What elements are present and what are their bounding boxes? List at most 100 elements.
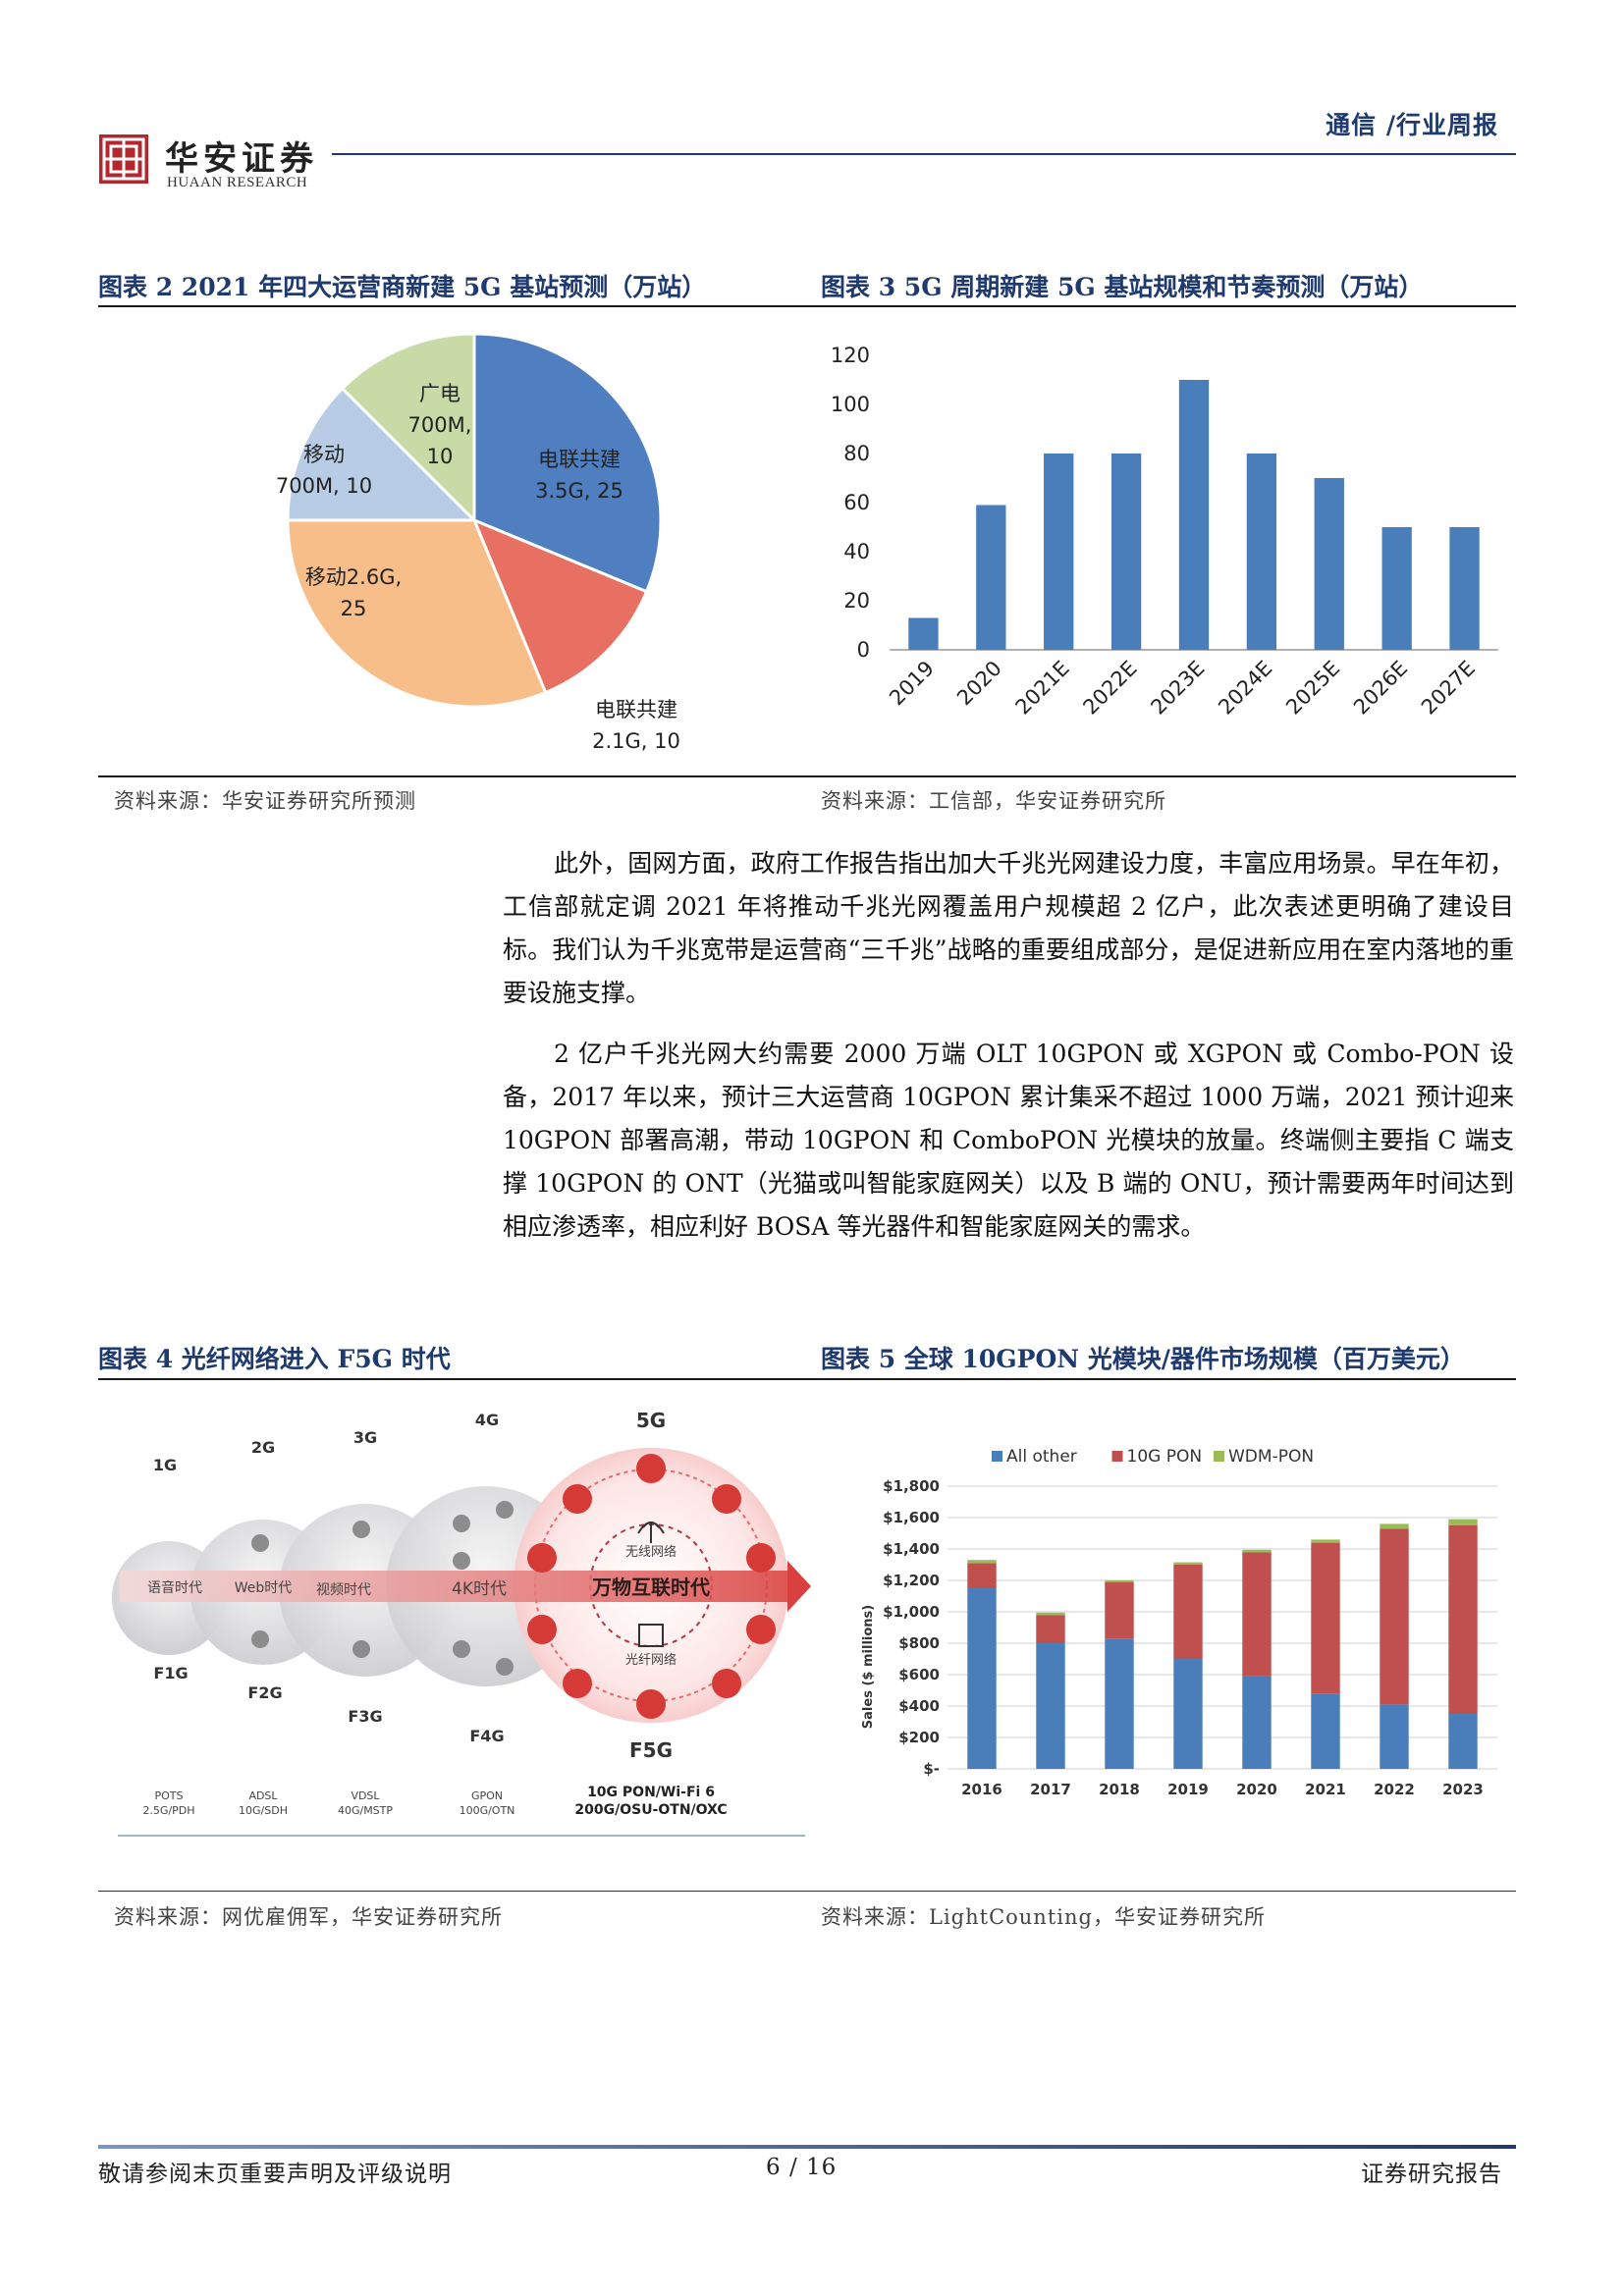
pie-slice — [472, 332, 663, 594]
stacked-bar-segment — [1105, 1580, 1134, 1582]
app-icon — [527, 1615, 557, 1644]
footer-disclaimer: 敬请参阅末页重要声明及评级说明 — [98, 2162, 452, 2187]
era-web: Web时代 — [235, 1580, 293, 1596]
footer-report-type: 证券研究报告 — [1361, 2162, 1502, 2187]
x-tick-label: 2019 — [885, 657, 939, 711]
y-tick-label: 20 — [843, 589, 870, 613]
stacked-bar-segment — [1311, 1542, 1340, 1694]
fig3-source: 资料来源：工信部，华安证券研究所 — [821, 789, 1166, 813]
app-icon — [712, 1484, 741, 1514]
pie-slice-label: 700M, 10 — [276, 474, 372, 498]
tech3-line2: 40G/MSTP — [338, 1804, 393, 1817]
pie-slice-label: 电联共建 — [595, 698, 677, 721]
stacked-bar-segment — [1311, 1539, 1340, 1543]
fig4-f5g-diagram: 1G 2G 3G 4G 5G F1G F2G F3G F4G F5G 语音时代 … — [112, 1409, 811, 1837]
bar — [1178, 380, 1210, 650]
stacked-bar-segment — [1173, 1565, 1203, 1659]
stacked-bar-segment — [1242, 1549, 1272, 1553]
y-tick-label: $1,200 — [883, 1572, 940, 1589]
stacked-bar-segment — [1448, 1519, 1478, 1525]
pie-slice-label: 3.5G, 25 — [535, 479, 623, 503]
y-tick-label: $1,800 — [883, 1477, 940, 1495]
pie-slice-label: 电联共建 — [538, 448, 621, 471]
tech2-line2: 10G/SDH — [239, 1804, 288, 1817]
paragraph-2: 2 亿户千兆光网大约需要 2000 万端 OLT 10GPON 或 XGPON … — [503, 1040, 1514, 1241]
fig-row2-bottom-rule — [98, 1891, 1516, 1892]
y-tick-label: $200 — [898, 1729, 940, 1746]
app-icon — [636, 1454, 666, 1483]
gen4-bottom: F4G — [469, 1727, 504, 1745]
phone-icon — [496, 1501, 514, 1519]
x-tick-label: 2017 — [1030, 1781, 1071, 1798]
footer-divider — [98, 2145, 1516, 2149]
brand-name-cn: 华安证券 — [165, 139, 318, 179]
x-tick-label: 2021 — [1305, 1781, 1346, 1798]
fig5-source: 资料来源：LightCounting，华安证券研究所 — [821, 1905, 1266, 1929]
gen4-top: 4G — [475, 1411, 499, 1429]
fig5-stacked-bar-chart: All other 10G PON WDM-PON $- $200 $400 $600 $8… — [861, 1447, 1497, 1798]
stacked-bar-segment — [1311, 1693, 1340, 1769]
gen-icons — [251, 1501, 514, 1676]
tech1-line2: 2.5G/PDH — [142, 1804, 194, 1817]
x-tick-label: 2021E — [1011, 657, 1074, 720]
gen5-bottom: F5G — [629, 1738, 673, 1762]
stacked-bar-segment — [1380, 1528, 1409, 1705]
tech3-line1: VDSL — [351, 1789, 380, 1802]
y-tick-label: $- — [923, 1760, 940, 1778]
x-tick-label: 2025E — [1281, 657, 1344, 720]
bar — [1449, 527, 1480, 650]
pie-slice-label: 25 — [341, 597, 367, 620]
game-icon — [453, 1640, 470, 1658]
pie-slice-label: 700M, — [408, 413, 472, 437]
stacked-bar-segment — [1173, 1659, 1203, 1769]
company-logo-icon — [99, 134, 148, 184]
stacked-bar-segment — [1242, 1676, 1272, 1769]
tablet-icon — [352, 1640, 370, 1658]
stacked-bar-segment — [967, 1563, 997, 1588]
phone-icon — [251, 1630, 269, 1648]
stacked-bar-segment — [1036, 1612, 1065, 1616]
pie-slice-label: 2.1G, 10 — [592, 729, 680, 753]
fig3-title: 图表 3 5G 周期新建 5G 基站规模和节奏预测（万站） — [821, 273, 1424, 301]
tech4-line2: 100G/OTN — [460, 1804, 515, 1817]
app-icon — [563, 1484, 592, 1514]
y-tick-label: $1,000 — [883, 1603, 940, 1621]
gen3-bottom: F3G — [348, 1707, 382, 1726]
body-text: 此外，固网方面，政府工作报告指出加大千兆光网建设力度，丰富应用场景。早在年初，工… — [503, 842, 1514, 1249]
y-tick-label: $1,600 — [883, 1509, 940, 1526]
phone-icon — [352, 1521, 370, 1538]
x-tick-label: 2022E — [1078, 657, 1141, 720]
fig2-source: 资料来源：华安证券研究所预测 — [114, 789, 416, 813]
header-divider — [332, 153, 1516, 155]
pie-slice-label: 移动 — [303, 443, 345, 466]
tech1-line1: POTS — [155, 1789, 184, 1802]
y-tick-label: 80 — [843, 442, 870, 465]
fig4-title: 图表 4 光纤网络进入 F5G 时代 — [98, 1345, 451, 1373]
section-tag: 通信 /行业周报 — [1326, 111, 1498, 139]
stacked-bar-segment — [1242, 1552, 1272, 1677]
pie-slice — [340, 332, 476, 524]
stacked-bar-segment — [967, 1560, 997, 1564]
pie-slice — [286, 386, 478, 522]
tablet-icon — [496, 1658, 514, 1676]
fig-row1-top-rule — [98, 305, 1516, 307]
bar — [1110, 454, 1142, 650]
x-tick-label: 2023E — [1146, 657, 1209, 720]
y-tick-label: 60 — [843, 491, 870, 514]
evolution-arrowhead — [787, 1561, 811, 1612]
fig2-pie-chart: 电联共建 3.5G, 25 电联共建 2.1G, 10 移动2.6G, 25 移动 700M,… — [276, 332, 680, 753]
y-tick-label: 120 — [831, 344, 870, 367]
antenna-icon — [637, 1522, 665, 1543]
x-tick-label: 2016 — [961, 1781, 1002, 1798]
y-tick-label: 40 — [843, 540, 870, 563]
fig5-ylabel: Sales ($ millions) — [861, 1605, 876, 1729]
y-tick-label: $800 — [898, 1634, 940, 1652]
y-tick-label: $1,400 — [883, 1540, 940, 1558]
wifi-icon — [453, 1515, 470, 1532]
bar — [1246, 454, 1277, 650]
app-icon — [712, 1669, 741, 1698]
y-tick-label: 100 — [831, 393, 870, 416]
stacked-bar-segment — [1105, 1581, 1134, 1639]
stacked-bar-segment — [1380, 1523, 1409, 1529]
